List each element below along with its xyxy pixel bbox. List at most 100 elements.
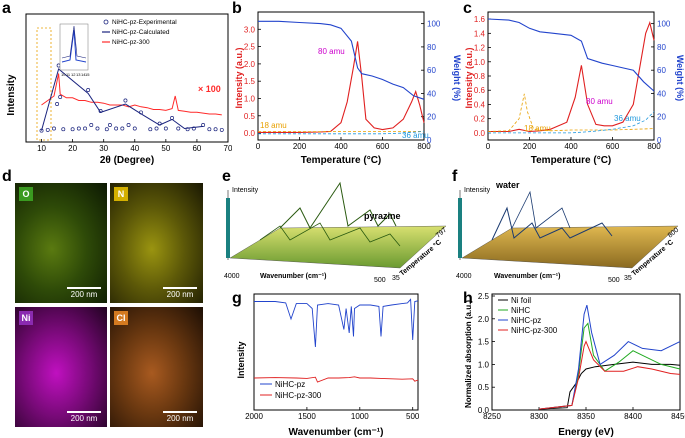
legend-ni-foil: Ni foil: [511, 296, 531, 305]
x-tick-label: 50: [161, 144, 170, 153]
eds-map-ni: Ni 200 nm: [15, 307, 107, 427]
series-nihc-pz: [538, 304, 681, 410]
panel-b-xlabel: Temperature (°C): [301, 155, 382, 166]
panel-h-xlabel: Energy (eV): [558, 427, 614, 438]
legend-nihc-pz-300: NiHC-pz-300: [511, 326, 558, 335]
x-tick-label: 2000: [245, 412, 263, 421]
panel-f-zlabel: Intensity: [464, 187, 491, 194]
series-80amu: [488, 20, 655, 133]
panel-e-x-left: 4000: [224, 273, 240, 280]
series-nihc-pz-300: [253, 376, 419, 383]
y-tick-label: 0: [657, 136, 662, 145]
inset-tick: 15: [85, 72, 90, 77]
panel-c-chart: Intensity (a.u.) Weight (%) 0 200 400 600 80…: [464, 11, 685, 166]
series-weight: [487, 18, 655, 92]
y-tick-label: 1.0: [474, 58, 486, 67]
panel-g-chart: Intensity 2000 1500 1000 500 NiHC-pz NiHC-p…: [236, 293, 420, 438]
point-experimental: [154, 126, 159, 131]
point-experimental: [61, 127, 66, 132]
y-tick-label: 40: [657, 89, 666, 98]
legend-nihc-pz: NiHC-pz: [275, 380, 305, 389]
scale-bar: 200 nm: [163, 411, 197, 423]
panel-e-y-start: 35: [392, 275, 400, 282]
panel-g-xlabel: Wavenumber (cm⁻¹): [289, 427, 384, 438]
x-tick-label: 8300: [530, 412, 548, 421]
panel-label-c: c: [463, 0, 472, 17]
legend-pz300: NiHC-pz-300: [112, 39, 150, 46]
x-tick-label: 30: [99, 144, 108, 153]
series-nihc-pz-300: [538, 340, 681, 410]
point-experimental: [89, 123, 94, 127]
x-tick-label: 20: [68, 144, 77, 153]
panel-f-x-left: 4000: [456, 273, 472, 280]
y-tick-label: 20: [427, 113, 436, 122]
x-tick-label: 70: [224, 144, 232, 153]
series-ni-foil: [538, 361, 681, 410]
y-tick-label: 100: [427, 20, 441, 29]
y-tick-label: 1.0: [478, 360, 490, 369]
y-tick-label: 1.5: [244, 77, 256, 86]
series-nihc-pz: [254, 298, 419, 348]
legend-nihc-pz: NiHC-pz: [511, 316, 541, 325]
y-tick-label: 20: [657, 113, 666, 122]
point-experimental: [148, 127, 153, 132]
panel-b-ylabel-left: Intensity (a.u.): [234, 47, 244, 108]
panel-c-ylabel-left: Intensity (a.u.): [464, 47, 474, 108]
point-experimental: [98, 109, 103, 113]
x-tick-label: 40: [130, 144, 139, 153]
panel-c-ylabel-right: Weight (%): [675, 55, 685, 101]
y-tick-label: 0.0: [244, 129, 256, 138]
point-experimental: [120, 126, 125, 131]
x-tick-label: 10: [37, 144, 46, 153]
eds-map-o: O 200 nm: [15, 183, 107, 303]
series-nihc-pz-300: [41, 73, 222, 116]
y-tick-label: 2.5: [244, 43, 256, 52]
scale-bar: 200 nm: [163, 287, 197, 299]
point-experimental: [70, 127, 75, 132]
y-tick-label: 0.6: [474, 86, 486, 95]
x-tick-label: 8250: [483, 412, 501, 421]
panel-f-annotation: water: [495, 180, 520, 190]
y-tick-label: 60: [657, 66, 666, 75]
panel-e-xlabel: Wavenumber (cm⁻¹): [260, 273, 326, 280]
y-tick-label: 0.2: [474, 115, 486, 124]
point-experimental: [123, 98, 128, 103]
panel-a-legend: NiHC-pz-Experimental NiHC-pz-Calculated …: [102, 19, 177, 46]
x-tick-label: 800: [417, 142, 431, 151]
point-experimental: [201, 123, 206, 127]
panel-e-surface: Intensity pyrazine 4000 500 Wavenumber (…: [224, 181, 448, 284]
x-tick-label: 600: [376, 142, 390, 151]
panel-label-a: a: [2, 0, 11, 17]
x-tick-label: 60: [192, 144, 201, 153]
panel-a-frame: [25, 13, 229, 143]
legend-nihc-pz-300: NiHC-pz-300: [275, 391, 322, 400]
panel-b-ylabel-right: Weight (%): [452, 55, 462, 101]
x-tick-label: 400: [564, 142, 578, 151]
panel-b-chart: Intensity (a.u.) Weight (%) 0 200 400 600 80…: [234, 11, 462, 166]
y-tick-label: 1.0: [244, 94, 256, 103]
y-tick-label: 0.0: [478, 406, 490, 415]
series-nihc: [538, 322, 681, 410]
scale-bar: 200 nm: [67, 287, 101, 299]
panel-g-legend: NiHC-pz NiHC-pz-300: [260, 380, 322, 400]
inset-tick: 14: [81, 72, 86, 77]
eds-badge-cl: Cl: [114, 311, 128, 325]
panel-g-frame: [253, 293, 419, 411]
point-experimental: [104, 127, 109, 132]
panel-a-inset: 10 11 12 13 14 15: [59, 23, 90, 77]
x-tick-label: 500: [406, 412, 420, 421]
panel-label-h: h: [463, 290, 473, 307]
y-tick-label: 2.5: [478, 292, 490, 301]
point-experimental: [157, 121, 162, 126]
scale-bar: 200 nm: [67, 411, 101, 423]
panel-label-f: f: [452, 168, 458, 185]
panel-g-ylabel: Intensity: [236, 341, 246, 378]
point-experimental: [139, 110, 143, 115]
panel-b-amu18: 18 amu: [260, 121, 287, 130]
x-tick-label: 0: [486, 142, 491, 151]
point-experimental: [52, 126, 56, 131]
point-experimental: [39, 128, 44, 133]
y-tick-label: 0: [427, 136, 432, 145]
y-tick-label: 60: [427, 66, 436, 75]
